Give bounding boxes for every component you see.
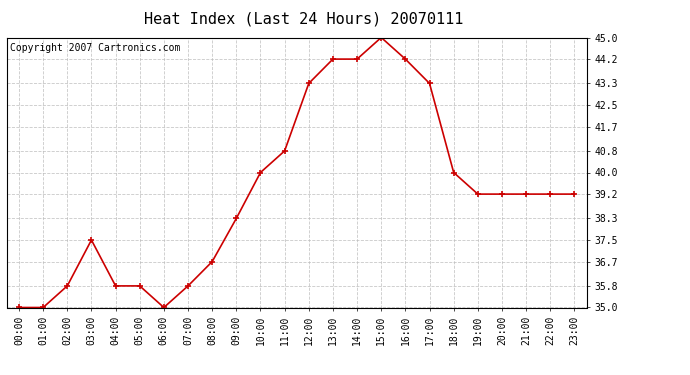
Text: Copyright 2007 Cartronics.com: Copyright 2007 Cartronics.com: [10, 43, 180, 53]
Text: Heat Index (Last 24 Hours) 20070111: Heat Index (Last 24 Hours) 20070111: [144, 11, 463, 26]
